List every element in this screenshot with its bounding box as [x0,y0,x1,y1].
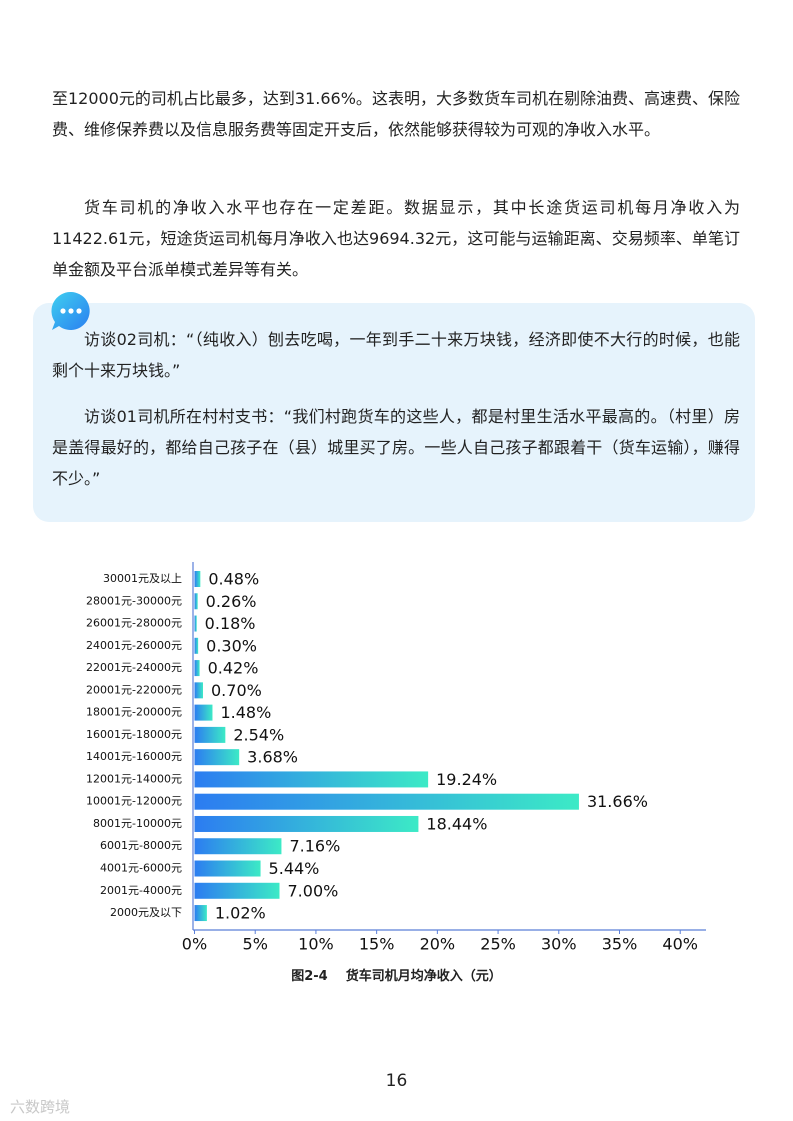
x-tick-label: 5% [243,935,268,954]
bar [194,571,201,587]
value-label: 31.66% [587,792,648,811]
y-tick-label: 30001元及以上 [103,572,182,585]
y-tick-label: 4001元-6000元 [100,862,182,875]
value-label: 0.30% [206,636,257,655]
value-label: 2.54% [233,725,284,744]
y-tick-label: 6001元-8000元 [100,839,182,852]
x-tick-label: 30% [541,935,577,954]
value-label: 1.48% [220,703,271,722]
value-label: 7.00% [288,881,339,900]
bar [194,704,213,721]
x-tick-label: 15% [359,935,395,954]
y-tick-label: 10001元-12000元 [86,795,182,808]
value-label: 0.26% [206,592,257,611]
value-label: 0.18% [205,614,256,633]
y-tick-label: 2000元及以下 [110,906,182,919]
bar [194,838,282,855]
paragraph: 货车司机的净收入水平也存在一定差距。数据显示，其中长途货运司机每月净收入为114… [52,198,740,279]
bar [194,682,203,699]
bar [194,726,226,743]
chat-icon [51,291,90,330]
value-label: 5.44% [269,859,320,878]
bar [194,882,280,899]
value-label: 18.44% [426,814,487,833]
y-tick-label: 18001元-20000元 [86,706,182,719]
bar [194,815,419,832]
value-label: 3.68% [247,748,298,767]
x-tick-label: 20% [420,935,456,954]
quote-text: 访谈01司机所在村村支书：“我们村跑货车的这些人，都是村里生活水平最高的。（村里… [52,407,740,488]
bar [194,771,429,788]
x-tick-label: 40% [662,935,698,954]
value-label: 19.24% [436,770,497,789]
y-tick-label: 16001元-18000元 [86,728,182,741]
y-tick-label: 22001元-24000元 [86,661,182,674]
y-tick-label: 26001元-28000元 [86,617,182,630]
value-label: 0.48% [208,570,259,589]
bar [194,593,198,610]
quote-text: 访谈02司机：“（纯收入）刨去吃喝，一年到手二十来万块钱，经济即使不大行的时候，… [52,330,740,380]
x-tick-label: 25% [480,935,516,954]
bar [194,615,197,632]
bar [194,860,261,877]
y-tick-label: 20001元-22000元 [86,683,182,696]
y-tick-label: 24001元-26000元 [86,639,182,652]
paragraph: 至12000元的司机占比最多，达到31.66%。这表明，大多数货车司机在剔除油费… [52,89,740,139]
bar [194,905,207,922]
x-tick-label: 35% [602,935,638,954]
page-number: 16 [385,1071,408,1091]
y-tick-label: 28001元-30000元 [86,594,182,607]
y-tick-label: 14001元-16000元 [86,750,182,763]
value-label: 0.42% [208,659,259,678]
value-label: 1.02% [215,904,266,923]
bar [194,660,200,677]
y-tick-label: 8001元-10000元 [93,817,182,830]
bar [194,637,199,654]
chart-title: 图2-4 货车司机月均净收入（元） [291,969,502,984]
value-label: 7.16% [289,837,340,856]
value-label: 0.70% [211,681,262,700]
watermark: 六数跨境 [10,1098,71,1116]
x-tick-label: 0% [182,935,207,954]
y-tick-label: 2001元-4000元 [100,884,182,897]
x-tick-label: 10% [298,935,334,954]
y-tick-label: 12001元-14000元 [86,772,182,785]
bar [194,749,240,766]
quote-box [33,303,755,522]
bar [194,793,579,810]
